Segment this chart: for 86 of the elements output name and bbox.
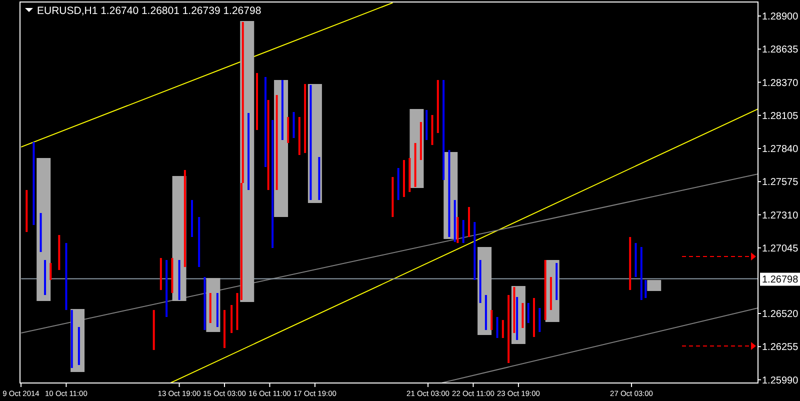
bar — [550, 277, 552, 310]
y-tick-label: 1.28370 — [762, 78, 799, 89]
y-tick-label: 1.28635 — [762, 44, 799, 56]
bar — [204, 277, 206, 330]
bar — [392, 177, 394, 217]
bar — [310, 85, 312, 200]
bar — [191, 200, 193, 237]
bar — [468, 207, 470, 237]
bar — [65, 243, 68, 310]
bar — [556, 263, 558, 300]
bar — [640, 247, 642, 300]
bar — [544, 260, 546, 320]
y-tick-label: 1.26520 — [762, 309, 799, 320]
bar — [160, 258, 162, 290]
y-tick-label: 1.27575 — [762, 177, 799, 188]
bar — [58, 235, 60, 270]
bar — [304, 84, 306, 153]
bar — [484, 295, 487, 330]
bar — [516, 297, 518, 340]
bar — [171, 258, 174, 293]
bar — [236, 293, 238, 330]
bar — [224, 310, 226, 348]
bar — [32, 142, 35, 225]
chart-title: EURUSD,H1 1.26740 1.26801 1.26739 1.26798 — [37, 5, 262, 17]
bar — [629, 237, 632, 290]
bar — [264, 77, 266, 167]
bar — [448, 150, 450, 237]
bar — [40, 213, 42, 252]
bar — [402, 160, 405, 197]
bar — [408, 158, 411, 192]
bar — [431, 115, 434, 145]
bar — [533, 298, 536, 337]
bar — [538, 308, 541, 332]
bar — [420, 122, 422, 160]
bar — [442, 80, 445, 180]
bar — [276, 95, 278, 190]
bar — [496, 317, 498, 338]
ref-line-label: 1.26798 — [762, 274, 799, 286]
bar — [184, 170, 186, 267]
bar — [178, 260, 180, 300]
bar — [209, 293, 212, 323]
bar — [513, 287, 516, 333]
bar — [198, 217, 200, 267]
bar — [454, 200, 456, 242]
bar — [248, 113, 250, 190]
bar — [508, 295, 510, 363]
bar — [298, 117, 300, 155]
bar — [436, 80, 439, 133]
bar — [634, 243, 637, 277]
bar — [292, 112, 295, 138]
bar — [256, 73, 258, 130]
bar — [26, 190, 28, 232]
bar — [414, 143, 416, 187]
y-tick-label: 1.25990 — [762, 375, 799, 386]
bar — [44, 260, 46, 295]
y-tick-label: 1.28105 — [762, 110, 799, 122]
y-tick-label: 1.26255 — [762, 342, 799, 354]
bar — [216, 293, 218, 327]
bar — [426, 110, 428, 140]
bar — [490, 310, 493, 330]
bar — [78, 327, 80, 365]
bar — [166, 260, 168, 317]
bar — [50, 263, 52, 280]
bar — [152, 310, 155, 350]
bar — [318, 157, 320, 200]
bar — [456, 217, 459, 243]
bar — [267, 100, 270, 190]
bar — [647, 280, 662, 291]
bar — [281, 80, 284, 140]
bar — [479, 260, 482, 303]
bar — [502, 320, 504, 338]
bar — [230, 305, 233, 333]
y-tick-label: 1.28900 — [762, 12, 799, 22]
bar — [462, 220, 464, 243]
bar — [474, 222, 476, 280]
bar — [527, 303, 530, 323]
bar — [397, 168, 400, 200]
bar — [272, 120, 274, 248]
bar — [287, 117, 290, 143]
y-tick-label: 1.27045 — [762, 243, 799, 254]
bar — [644, 280, 647, 298]
bar — [36, 158, 51, 301]
bar — [70, 310, 73, 368]
bar — [522, 303, 524, 328]
y-tick-label: 1.27310 — [762, 210, 799, 222]
y-tick-label: 1.27840 — [762, 144, 799, 155]
